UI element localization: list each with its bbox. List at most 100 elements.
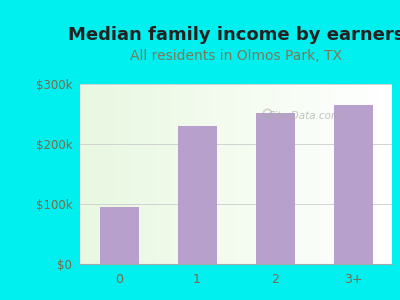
- Bar: [220, 84, 224, 264]
- Bar: [383, 84, 386, 264]
- Bar: [311, 84, 314, 264]
- Bar: [217, 84, 220, 264]
- Bar: [152, 84, 155, 264]
- Bar: [183, 84, 186, 264]
- Bar: [196, 84, 198, 264]
- Bar: [373, 84, 376, 264]
- Bar: [180, 84, 183, 264]
- Bar: [127, 84, 130, 264]
- Bar: [314, 84, 317, 264]
- Bar: [120, 84, 124, 264]
- Bar: [96, 84, 99, 264]
- Bar: [380, 84, 383, 264]
- Bar: [292, 84, 295, 264]
- Bar: [286, 84, 289, 264]
- Text: All residents in Olmos Park, TX: All residents in Olmos Park, TX: [130, 50, 342, 64]
- Bar: [280, 84, 283, 264]
- Bar: [358, 84, 361, 264]
- Bar: [245, 84, 248, 264]
- Bar: [345, 84, 348, 264]
- Bar: [211, 84, 214, 264]
- Bar: [320, 84, 323, 264]
- Text: City-Data.com: City-Data.com: [268, 111, 342, 122]
- Bar: [130, 84, 133, 264]
- Bar: [155, 84, 158, 264]
- Bar: [124, 84, 127, 264]
- Bar: [105, 84, 108, 264]
- Bar: [227, 84, 230, 264]
- Bar: [342, 84, 345, 264]
- Bar: [108, 84, 111, 264]
- Bar: [99, 84, 102, 264]
- Bar: [270, 84, 274, 264]
- Bar: [142, 84, 146, 264]
- Bar: [298, 84, 302, 264]
- Bar: [233, 84, 236, 264]
- Bar: [136, 84, 139, 264]
- Bar: [295, 84, 298, 264]
- Bar: [192, 84, 196, 264]
- Bar: [100, 207, 138, 264]
- Bar: [170, 84, 174, 264]
- Bar: [323, 84, 326, 264]
- Bar: [158, 84, 161, 264]
- Bar: [289, 84, 292, 264]
- Bar: [308, 84, 311, 264]
- Bar: [370, 84, 373, 264]
- Bar: [133, 84, 136, 264]
- Bar: [205, 84, 208, 264]
- Bar: [276, 84, 280, 264]
- Bar: [214, 84, 217, 264]
- Bar: [164, 84, 167, 264]
- Bar: [302, 84, 305, 264]
- Bar: [330, 84, 333, 264]
- Bar: [177, 84, 180, 264]
- Bar: [334, 105, 372, 264]
- Bar: [178, 126, 216, 264]
- Bar: [92, 84, 96, 264]
- Bar: [326, 84, 330, 264]
- Bar: [376, 84, 380, 264]
- Bar: [202, 84, 205, 264]
- Bar: [283, 84, 286, 264]
- Bar: [174, 84, 177, 264]
- Bar: [255, 84, 258, 264]
- Bar: [189, 84, 192, 264]
- Bar: [102, 84, 105, 264]
- Bar: [252, 84, 255, 264]
- Bar: [317, 84, 320, 264]
- Bar: [89, 84, 92, 264]
- Bar: [242, 84, 245, 264]
- Bar: [339, 84, 342, 264]
- Bar: [274, 84, 276, 264]
- Bar: [239, 84, 242, 264]
- Bar: [167, 84, 170, 264]
- Bar: [305, 84, 308, 264]
- Text: Median family income by earners: Median family income by earners: [68, 26, 400, 44]
- Bar: [354, 84, 358, 264]
- Bar: [333, 84, 336, 264]
- Bar: [267, 84, 270, 264]
- Bar: [83, 84, 86, 264]
- Bar: [261, 84, 264, 264]
- Bar: [352, 84, 354, 264]
- Bar: [149, 84, 152, 264]
- Bar: [198, 84, 202, 264]
- Bar: [80, 84, 83, 264]
- Bar: [367, 84, 370, 264]
- Bar: [389, 84, 392, 264]
- Bar: [236, 84, 239, 264]
- Bar: [111, 84, 114, 264]
- Bar: [230, 84, 233, 264]
- Bar: [208, 84, 211, 264]
- Bar: [224, 84, 227, 264]
- Bar: [264, 84, 267, 264]
- Bar: [248, 84, 252, 264]
- Bar: [118, 84, 120, 264]
- Bar: [361, 84, 364, 264]
- Bar: [161, 84, 164, 264]
- Bar: [146, 84, 149, 264]
- Bar: [256, 113, 294, 264]
- Bar: [348, 84, 352, 264]
- Bar: [386, 84, 389, 264]
